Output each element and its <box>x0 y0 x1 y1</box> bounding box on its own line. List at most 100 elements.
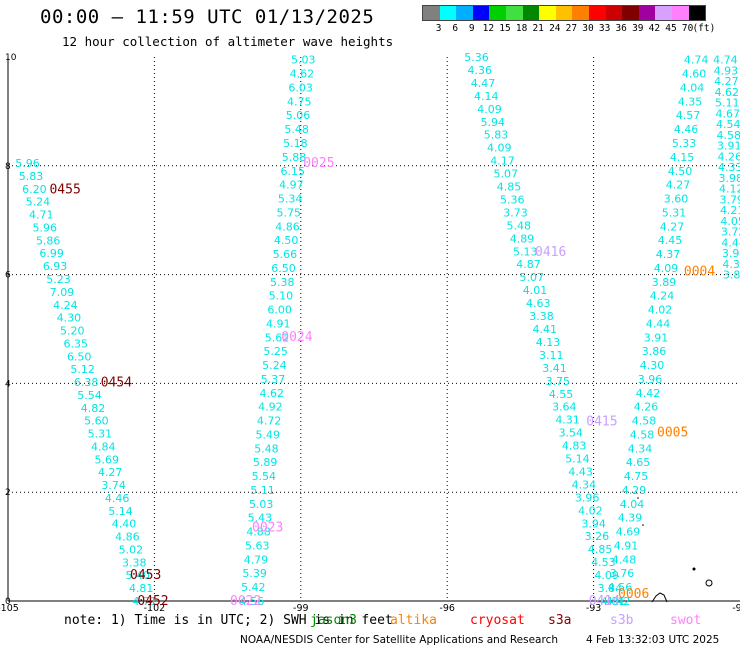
wave-height-value: 6.20 <box>22 183 47 196</box>
wave-height-value: 4.26 <box>718 150 740 163</box>
island-dot <box>637 497 639 499</box>
wave-height-value: 5.02 <box>119 543 144 556</box>
wave-height-value: 4.12 <box>719 183 740 196</box>
wave-height-value: 5.24 <box>26 196 51 209</box>
y-tick-label: 6 <box>5 271 11 281</box>
pass-time-label: 0023 <box>252 521 283 536</box>
pass-time-label: 0024 <box>281 330 312 345</box>
pass-time-label: 0022 <box>230 594 261 609</box>
legend-label: 36 <box>615 23 627 34</box>
pass-time-label: 0004 <box>684 264 715 279</box>
legend-swatch <box>605 6 623 20</box>
wave-height-value: 5.07 <box>494 168 519 181</box>
wave-height-value: 5.62 <box>265 331 290 344</box>
satellite-name-s3a: s3a <box>548 613 572 628</box>
wave-height-value: 3.38 <box>122 556 147 569</box>
pass-time-label: 0025 <box>303 156 334 171</box>
wave-height-value: 4.27 <box>666 179 691 192</box>
wave-height-value: 5.11 <box>715 97 740 110</box>
wave-height-value: 3.26 <box>585 530 610 543</box>
legend-labels: 3 6 9 12 15 18 21 24 27 30 33 36 39 42 45 70 (ft) <box>422 21 716 35</box>
wave-height-value: 4.02 <box>578 504 603 517</box>
wave-height-value: 3.72 <box>721 226 740 239</box>
wave-height-value: 4.29 <box>622 484 647 497</box>
wave-height-value: 3.76 <box>610 567 635 580</box>
wave-height-value: 4.57 <box>676 109 701 122</box>
legend-label: 3 <box>435 23 442 34</box>
x-tick-label: -90 <box>732 603 740 614</box>
wave-height-value: 6.15 <box>280 165 305 178</box>
wave-height-value: 6.03 <box>288 81 313 94</box>
note-text: note: 1) Time is in UTC; 2) SWH is in fe… <box>64 613 393 628</box>
wave-height-value: 3.96 <box>638 373 663 386</box>
wave-height-value: 5.48 <box>507 219 532 232</box>
x-tick-label: -102 <box>144 603 166 614</box>
wave-height-value: 5.54 <box>77 389 102 402</box>
wave-height-value: 3.38 <box>529 310 554 323</box>
wave-height-value: 4.88 <box>246 526 271 539</box>
legend-swatch <box>622 6 639 20</box>
satellite-name-cryosat: cryosat <box>470 613 525 628</box>
wave-height-value: 4.53 <box>591 556 616 569</box>
wave-height-value: 5.34 <box>278 193 303 206</box>
legend-swatch <box>638 6 656 20</box>
wave-height-value: 3.73 <box>503 206 528 219</box>
wave-height-value: 4.46 <box>105 492 130 505</box>
x-tick-label: -93 <box>586 603 602 614</box>
wave-height-value: 5.83 <box>19 170 44 183</box>
wave-height-value: 4.58 <box>630 428 655 441</box>
wave-height-value: 5.89 <box>253 456 278 469</box>
legend-label: 42 <box>648 23 661 34</box>
wave-height-value: 5.49 <box>256 428 281 441</box>
wave-height-value: 4.39 <box>618 512 643 525</box>
wave-height-value: 4.91 <box>614 539 639 552</box>
wave-height-value: 4.87 <box>516 258 541 271</box>
wave-height-value: 4.17 <box>490 155 515 168</box>
coastline-fragment <box>651 592 668 603</box>
wave-height-value: 7.09 <box>50 286 75 299</box>
wave-height-value: 3.86 <box>642 345 667 358</box>
pass-time-label: 0416 <box>535 245 566 260</box>
wave-height-value: 5.86 <box>36 234 61 247</box>
wave-height-value: 5.83 <box>484 129 509 142</box>
wave-height-value: 4.62 <box>290 68 315 81</box>
wave-height-value: 4.26 <box>634 401 659 414</box>
wave-height-value: 4.58 <box>632 415 657 428</box>
wave-height-value: 4.71 <box>29 209 54 222</box>
legend-label: 27 <box>565 23 578 34</box>
wave-height-value: 6.35 <box>63 337 88 350</box>
satellite-name-s3b: s3b <box>610 613 634 628</box>
legend-swatch <box>439 6 457 20</box>
wave-height-value: 6.38 <box>74 376 99 389</box>
wave-height-value: 5.03 <box>249 498 274 511</box>
wave-height-value: 5.40 <box>126 569 151 582</box>
wave-height-value: 5.38 <box>270 276 295 289</box>
legend-swatch <box>572 6 589 20</box>
wave-height-value: 4.81 <box>601 595 626 608</box>
wave-height-value: 4.24 <box>650 290 675 303</box>
legend-swatch <box>555 6 573 20</box>
wave-height-value: 4.01 <box>523 284 548 297</box>
wave-height-value: 4.60 <box>682 68 707 81</box>
wave-height-value: 4.09 <box>654 262 679 275</box>
wave-height-value: 4.34 <box>572 478 597 491</box>
legend-label: 12 <box>482 23 495 34</box>
credit-text: NOAA/NESDIS Center for Satellite Applica… <box>240 634 558 646</box>
wave-height-value: 4.56 <box>608 581 633 594</box>
wave-height-value: 3.41 <box>542 362 567 375</box>
wave-height-value: 6.50 <box>67 350 92 363</box>
wave-height-value: 4.30 <box>722 258 740 271</box>
wave-height-value: 5.03 <box>291 54 316 67</box>
wave-height-value: 4.33 <box>718 161 740 174</box>
wave-height-value: 4.85 <box>588 543 613 556</box>
legend-label: 70 <box>681 23 694 34</box>
legend-label: 39 <box>632 23 644 34</box>
wave-height-value: 4.93 <box>714 64 739 77</box>
wave-height-value: 4.71 <box>132 595 157 608</box>
wave-height-value: 5.43 <box>248 512 273 525</box>
wave-height-value: 6.93 <box>43 260 68 273</box>
wave-height-value: 5.25 <box>263 345 288 358</box>
wave-height-value: 5.88 <box>282 151 307 164</box>
wave-height-value: 5.39 <box>242 567 267 580</box>
wave-height-value: 3.79 <box>719 193 740 206</box>
